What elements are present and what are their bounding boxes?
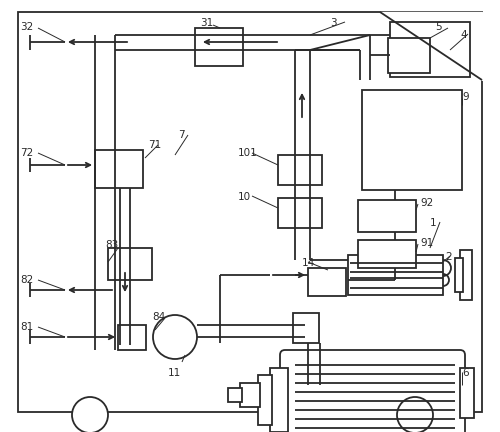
Bar bbox=[270, 368, 288, 432]
Text: 31: 31 bbox=[200, 18, 213, 28]
Text: 84: 84 bbox=[152, 312, 165, 322]
Text: 71: 71 bbox=[148, 140, 161, 150]
Text: 83: 83 bbox=[105, 240, 118, 250]
Bar bbox=[108, 248, 152, 280]
Bar bbox=[460, 368, 474, 418]
Bar bbox=[390, 22, 470, 77]
Bar bbox=[460, 250, 472, 300]
Text: 82: 82 bbox=[20, 275, 33, 285]
Bar bbox=[95, 150, 143, 188]
Bar bbox=[240, 383, 260, 407]
Text: 11: 11 bbox=[168, 368, 181, 378]
Text: 2: 2 bbox=[445, 252, 452, 262]
Bar bbox=[308, 268, 346, 296]
Text: 72: 72 bbox=[20, 148, 33, 158]
Bar bbox=[228, 388, 242, 402]
Circle shape bbox=[72, 397, 108, 432]
Bar bbox=[278, 198, 322, 228]
Bar bbox=[358, 200, 416, 232]
Text: 1: 1 bbox=[430, 218, 436, 228]
Text: 7: 7 bbox=[178, 130, 184, 140]
Text: 4: 4 bbox=[460, 30, 466, 40]
Bar bbox=[195, 28, 243, 66]
FancyBboxPatch shape bbox=[280, 350, 465, 432]
Bar bbox=[348, 255, 443, 295]
Text: 92: 92 bbox=[420, 198, 433, 208]
Circle shape bbox=[397, 397, 433, 432]
Text: 6: 6 bbox=[462, 368, 468, 378]
Text: 91: 91 bbox=[420, 238, 433, 248]
Bar bbox=[258, 375, 272, 425]
Text: 10: 10 bbox=[238, 192, 251, 202]
Bar bbox=[358, 240, 416, 268]
Bar bbox=[293, 313, 319, 343]
Bar bbox=[388, 38, 430, 73]
Text: 3: 3 bbox=[330, 18, 336, 28]
Text: 81: 81 bbox=[20, 322, 33, 332]
Text: 5: 5 bbox=[435, 22, 442, 32]
Polygon shape bbox=[380, 12, 482, 80]
Text: 14: 14 bbox=[302, 258, 316, 268]
Text: 101: 101 bbox=[238, 148, 258, 158]
Bar bbox=[455, 258, 463, 292]
Text: 32: 32 bbox=[20, 22, 33, 32]
Bar bbox=[362, 90, 462, 190]
Circle shape bbox=[153, 315, 197, 359]
Text: 9: 9 bbox=[462, 92, 468, 102]
Bar bbox=[118, 325, 146, 350]
Bar bbox=[278, 155, 322, 185]
